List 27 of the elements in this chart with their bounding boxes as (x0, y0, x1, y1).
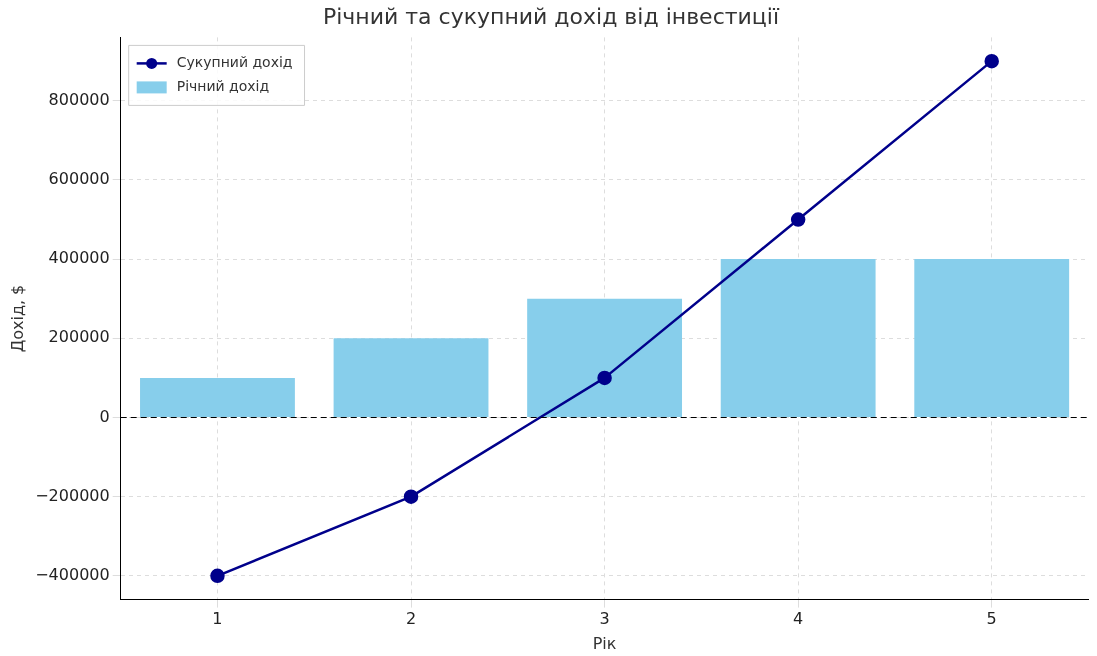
point (210, 568, 225, 584)
y-axis-title: Дохід, $ (7, 284, 27, 353)
bar (720, 259, 876, 417)
y-tick-label: −200000 (35, 485, 110, 505)
y-tick-label: 400000 (48, 248, 110, 268)
bar (333, 338, 489, 417)
x-tick-label: 5 (986, 609, 997, 629)
bar (914, 259, 1070, 417)
y-tick-label: 600000 (48, 169, 110, 189)
bar (140, 377, 295, 417)
y-tick-label: 200000 (48, 327, 110, 347)
y-tick-label: 0 (99, 406, 110, 426)
x-axis-title: Рік (592, 633, 617, 653)
x-tick-label: 2 (405, 609, 417, 629)
point (403, 489, 419, 504)
chart-title: Річний та сукупний дохід від інвестиції (322, 3, 780, 29)
legend-label: Річний дохід (176, 78, 270, 95)
point (790, 212, 806, 227)
y-tick-label: 800000 (48, 89, 110, 109)
bar (527, 298, 683, 417)
x-tick-label: 1 (212, 609, 223, 629)
point (984, 53, 999, 69)
x-tick-label: 3 (599, 609, 610, 629)
x-tick-label: 4 (793, 609, 804, 629)
point (597, 370, 612, 386)
legend-label: Сукупний дохід (176, 54, 293, 71)
y-tick-label: −400000 (35, 565, 110, 584)
